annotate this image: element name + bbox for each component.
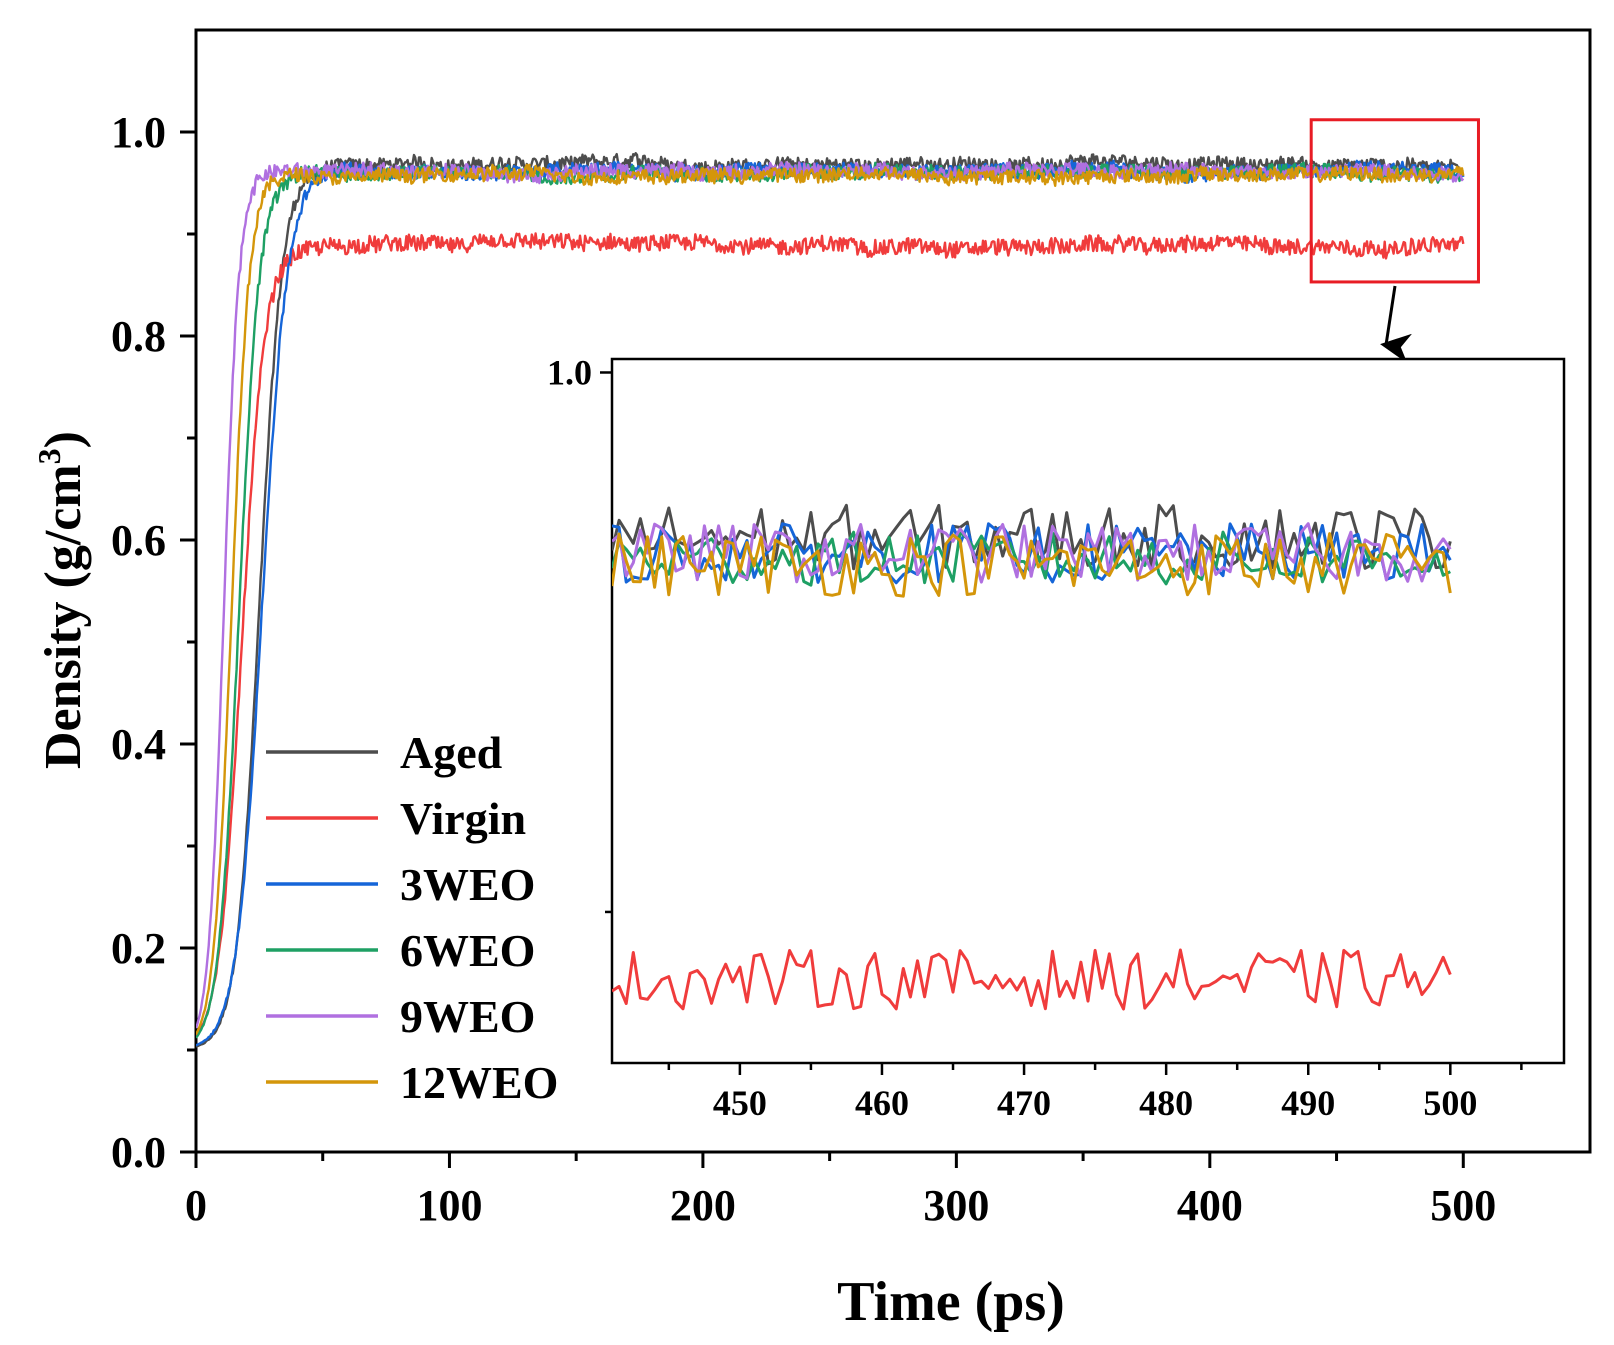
inset-x-tick-label: 500: [1423, 1083, 1477, 1123]
inset-x-tick-label: 450: [713, 1083, 767, 1123]
inset-series-line-9weo: [612, 522, 1452, 584]
y-tick-label: 0.2: [111, 924, 166, 973]
inset-series-line-12weo: [612, 532, 1452, 598]
inset-series-lines: [612, 503, 1452, 1011]
inset-x-tick-label: 460: [855, 1083, 909, 1123]
series-line-virgin: [196, 232, 1465, 1037]
inset-plot-frame: [610, 357, 1566, 1065]
inset-axis-ticks: 450 460 470 480 490 500 1.0: [547, 352, 1523, 1123]
main-axis-ticks: 0 100 200 300 400 500 0.0 0.2 0.4 0.6 0.8 1.0: [111, 108, 1496, 1230]
y-axis-title-close: ): [35, 431, 92, 448]
x-tick-label: 200: [670, 1181, 736, 1230]
inset-series-line-virgin: [612, 948, 1452, 1011]
y-tick-label: 0.8: [111, 312, 166, 361]
y-tick-label: 0.4: [111, 720, 166, 769]
y-axis-title-main: Density (g/cm: [35, 464, 92, 769]
x-tick-label: 300: [923, 1181, 989, 1230]
zoom-highlight-box: [1309, 118, 1480, 284]
legend-label-6weo: 6WEO: [400, 925, 535, 976]
x-axis-title: Time (ps): [837, 1271, 1065, 1333]
legend-label-12weo: 12WEO: [400, 1057, 558, 1108]
inset-y-tick-label: 1.0: [547, 352, 592, 392]
x-tick-label: 0: [185, 1181, 207, 1230]
inset-x-tick-label: 480: [1139, 1083, 1193, 1123]
x-tick-label: 500: [1430, 1181, 1496, 1230]
zoom-arrow: [1380, 285, 1412, 364]
legend-label-3weo: 3WEO: [400, 859, 535, 910]
y-axis-title: Density (g/cm3): [31, 431, 92, 769]
legend-label-virgin: Virgin: [400, 793, 526, 844]
x-tick-label: 400: [1177, 1181, 1243, 1230]
y-tick-label: 0.0: [111, 1128, 166, 1177]
series-line-12weo: [196, 163, 1465, 1035]
inset-x-tick-label: 470: [997, 1083, 1051, 1123]
main-plot-frame: [194, 28, 1592, 1154]
y-tick-label: 0.6: [111, 516, 166, 565]
legend-label-9weo: 9WEO: [400, 991, 535, 1042]
legend-label-aged: Aged: [400, 727, 503, 778]
main-series-lines: [196, 152, 1465, 1048]
inset-x-tick-label: 490: [1281, 1083, 1335, 1123]
y-axis-title-sup: 3: [31, 448, 67, 464]
y-tick-label: 1.0: [111, 108, 166, 157]
x-tick-label: 100: [416, 1181, 482, 1230]
legend: Aged Virgin 3WEO 6WEO 9WEO 12WEO: [266, 727, 558, 1108]
